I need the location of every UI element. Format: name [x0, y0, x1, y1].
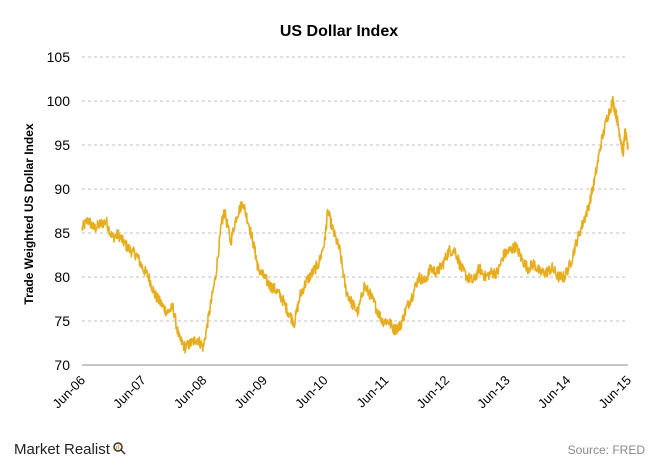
magnifier-icon: [113, 442, 126, 455]
x-tick-labels: Jun-06 Jun-07 Jun-08 Jun-09 Jun-10 Jun-11 Jun-…: [49, 373, 634, 412]
x-tick-label: Jun-06: [49, 373, 88, 412]
brand-name: Market Realist: [14, 441, 110, 458]
x-tick-label: Jun-12: [413, 373, 452, 412]
x-tick-label: Jun-09: [231, 373, 270, 412]
source-note: Source: FRED: [567, 443, 645, 457]
x-tick-label: Jun-15: [595, 373, 634, 412]
series-layer: [81, 95, 629, 354]
y-tick-label: 85: [54, 225, 70, 241]
x-tick-label: Jun-13: [474, 373, 513, 412]
y-tick-label: 95: [54, 137, 70, 153]
x-tick-label: Jun-07: [110, 373, 149, 412]
y-tick-label: 75: [54, 313, 70, 329]
x-tick-label: Jun-11: [353, 373, 391, 411]
y-tick-label: 100: [47, 93, 71, 109]
gridlines: [82, 56, 628, 366]
x-tick-label: Jun-08: [171, 373, 210, 412]
chart-title: US Dollar Index: [280, 23, 398, 40]
x-tick-label: Jun-10: [292, 373, 331, 412]
y-tick-labels: 70 75 80 85 90 95 100 105: [47, 49, 71, 373]
x-tick-label: Jun-14: [535, 373, 574, 412]
y-axis-label: Trade Weighted US Dollar Index: [22, 123, 36, 304]
series-line: [81, 95, 629, 354]
y-tick-label: 90: [54, 181, 70, 197]
y-tick-label: 70: [54, 357, 70, 373]
y-tick-label: 80: [54, 269, 70, 285]
y-tick-label: 105: [47, 49, 71, 65]
brand-logo: Market Realist: [14, 441, 126, 458]
